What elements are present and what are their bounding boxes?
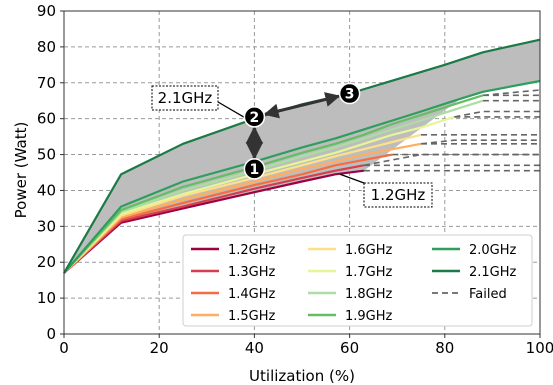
series-line-2.0GHz xyxy=(63,79,541,274)
failed-line xyxy=(363,153,540,167)
y-tick-label: 10 xyxy=(37,289,56,307)
y-axis-label: Power (Watt) xyxy=(12,122,30,219)
marker-label-1: 1 xyxy=(250,162,260,178)
failed-line xyxy=(420,139,540,145)
y-tick-label: 20 xyxy=(37,253,56,271)
annotations: 2.1GHz 1.2GHz xyxy=(151,85,433,208)
series-line-1.6GHz xyxy=(63,133,422,274)
y-tick-label: 60 xyxy=(37,110,56,128)
annotation-pointer xyxy=(339,173,365,184)
x-tick-label: 100 xyxy=(526,339,553,357)
annotation-box xyxy=(151,85,219,111)
numbered-markers: 1 2 3 xyxy=(243,82,361,180)
failed-line xyxy=(454,110,540,118)
series-line-1.4GHz xyxy=(63,153,393,274)
y-tick-label: 80 xyxy=(37,38,56,56)
annotation-box xyxy=(363,182,433,208)
y-tick-label: 70 xyxy=(37,74,56,92)
series-line-1.7GHz xyxy=(63,115,455,274)
legend-label: 1.9GHz xyxy=(345,309,393,324)
legend-label: 2.0GHz xyxy=(469,243,517,258)
x-axis-label: Utilization (%) xyxy=(249,367,355,385)
x-tick-label: 20 xyxy=(150,339,169,357)
legend-label: 1.7GHz xyxy=(345,265,393,280)
legend-label: 1.4GHz xyxy=(228,287,276,302)
legend-label: 1.3GHz xyxy=(228,265,276,280)
marker-circle-1 xyxy=(243,158,266,180)
arrow-2-3 xyxy=(263,92,341,119)
x-tick-label: 0 xyxy=(59,339,69,357)
legend-label: Failed xyxy=(469,287,507,302)
marker-label-2: 2 xyxy=(250,110,260,126)
plot-frame xyxy=(60,10,541,338)
series-lines xyxy=(63,38,541,274)
legend-label: 1.6GHz xyxy=(345,243,393,258)
legend: 1.2GHz 1.3GHz 1.4GHz 1.5GHz 1.6GHz 1.7GHz 1.8G… xyxy=(182,234,533,327)
y-tick-label: 90 xyxy=(37,2,56,20)
legend-label: 1.2GHz xyxy=(228,243,276,258)
y-tick-label: 30 xyxy=(37,217,56,235)
legend-box xyxy=(182,234,533,327)
y-tick-label: 50 xyxy=(37,146,56,164)
x-tick-label: 60 xyxy=(340,339,359,357)
legend-label: 1.8GHz xyxy=(345,287,393,302)
annotation-label: 1.2GHz xyxy=(371,186,426,204)
marker-circle-2 xyxy=(243,106,266,128)
band-area-upper xyxy=(64,39,540,274)
y-tick-label: 40 xyxy=(37,181,56,199)
marker-circle-3 xyxy=(338,82,361,105)
series-line-1.8GHz xyxy=(63,99,484,274)
series-line-1.3GHz xyxy=(63,164,365,274)
series-line-1.2GHz xyxy=(63,169,365,274)
series-line-1.9GHz xyxy=(63,94,484,274)
x-tick-label: 40 xyxy=(245,339,264,357)
tick-labels: 0 20 40 60 80 100 0 10 20 30 40 50 60 70 80 90 xyxy=(37,2,553,357)
annotation-label: 2.1GHz xyxy=(158,89,213,107)
marker-label-3: 3 xyxy=(345,87,355,103)
y-tick-label: 0 xyxy=(46,325,56,343)
legend-label: 1.5GHz xyxy=(228,309,276,324)
x-tick-label: 80 xyxy=(435,339,454,357)
series-line-1.5GHz xyxy=(63,142,422,274)
failed-lines xyxy=(363,89,541,172)
axes-frame xyxy=(63,10,541,335)
legend-label: 2.1GHz xyxy=(469,265,517,280)
